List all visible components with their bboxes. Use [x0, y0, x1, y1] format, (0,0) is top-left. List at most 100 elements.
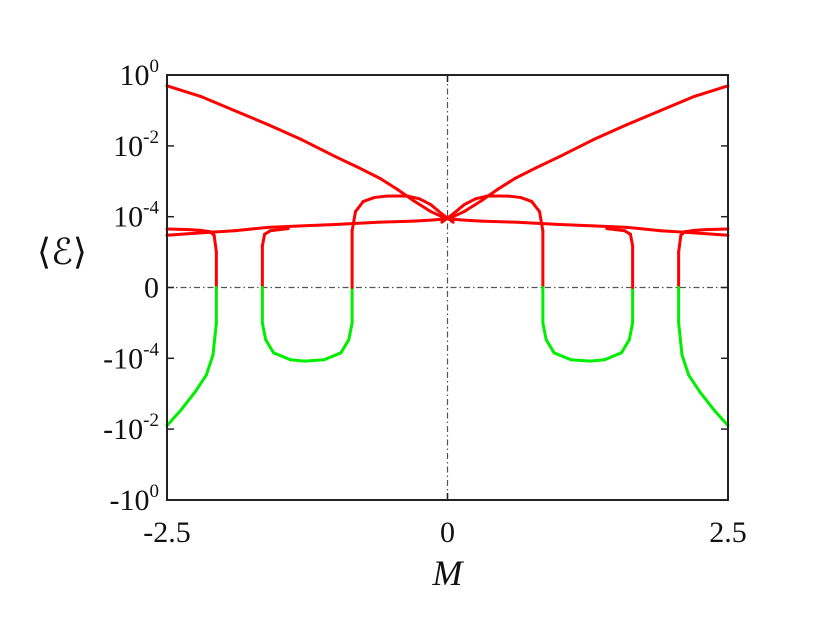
series-7-segment: [530, 199, 541, 214]
series-1-segment: [429, 217, 444, 222]
series-11-segment: [677, 321, 684, 357]
series-0-segment: [232, 109, 270, 127]
series-8-segment: [619, 338, 631, 355]
x-tick-label: 0: [440, 516, 455, 549]
series-0-segment: [165, 84, 203, 98]
series-1-segment: [496, 177, 517, 191]
y-tick-label: 100: [120, 56, 160, 92]
series-11-segment: [680, 353, 691, 377]
series-8-segment: [569, 358, 592, 363]
series-5-segment: [264, 338, 276, 355]
series-11-segment: [698, 390, 717, 413]
series-1-segment: [591, 123, 629, 142]
tick-marks: [166, 74, 729, 501]
series-0-segment: [412, 199, 433, 214]
series-1-segment: [232, 225, 270, 233]
series-1-segment: [378, 219, 416, 224]
series-5-segment: [347, 321, 354, 342]
series-2-segment: [187, 228, 203, 232]
series-8-segment: [552, 351, 573, 362]
series-1-segment: [558, 138, 595, 159]
series-1-segment: [300, 223, 337, 228]
reference-lines: [167, 75, 728, 500]
series-3-segment: [165, 409, 182, 428]
series-1-segment: [266, 224, 304, 229]
series-1-segment: [462, 199, 483, 214]
series-5-segment: [272, 351, 292, 362]
series-0-segment: [591, 224, 629, 229]
series-8-segment: [544, 338, 556, 355]
series-9-segment: [614, 228, 627, 233]
series-0-segment: [378, 177, 399, 191]
series-4-segment: [260, 232, 267, 248]
y-tick-label: -10-4: [103, 339, 159, 375]
series-3-segment: [178, 390, 197, 413]
y-axis-label: ⟨ℰ⟩: [37, 232, 87, 272]
series-10-segment: [683, 228, 696, 234]
series-3-segment: [204, 353, 215, 377]
series-1-segment: [333, 220, 382, 227]
series-7-segment: [538, 210, 545, 233]
x-tick-label: -2.5: [143, 516, 191, 549]
series-6-segment: [354, 199, 365, 214]
y-tick-label: 0: [144, 272, 159, 305]
series-0-segment: [356, 165, 382, 180]
y-tick-labels: 100 10-2 10-4 0 -10-4 -10-2 -100: [103, 56, 159, 517]
series-0-segment: [333, 155, 360, 169]
series-0-segment: [429, 210, 444, 219]
series-0-segment: [199, 94, 236, 112]
series-0-segment: [451, 217, 466, 222]
series-3-segment: [193, 373, 208, 394]
series-0-segment: [300, 138, 337, 159]
x-tick-labels: -2.5 0 2.5: [143, 516, 747, 549]
series-1-segment: [692, 84, 730, 98]
series-5-segment: [260, 321, 268, 342]
series-0-segment: [513, 220, 562, 227]
series-0-segment: [462, 218, 483, 223]
series-6-segment: [417, 197, 433, 207]
series-2-segment: [212, 233, 218, 254]
series-10-segment: [704, 227, 730, 232]
series-6-segment: [350, 210, 357, 233]
data-curves: [165, 84, 730, 428]
series-1-segment: [451, 210, 466, 219]
series-10-segment: [692, 228, 708, 232]
y-tick-label: -100: [110, 481, 160, 517]
y-tick-label: -10-2: [103, 410, 159, 446]
series-9-segment: [628, 232, 635, 248]
series-0-segment: [479, 219, 517, 224]
x-tick-label: 2.5: [709, 516, 747, 549]
series-2-segment: [199, 228, 212, 234]
series-5-segment: [339, 338, 351, 355]
series-3-segment: [211, 321, 218, 357]
series-8-segment: [588, 358, 607, 363]
series-5-segment: [288, 358, 307, 363]
series-4-segment: [268, 228, 281, 233]
series-6-segment: [406, 194, 421, 201]
series-11-segment: [687, 373, 702, 394]
series-6-segment: [429, 203, 444, 216]
series-7-segment: [507, 194, 522, 199]
series-10-segment: [677, 233, 683, 254]
series-1-segment: [513, 165, 539, 180]
y-tick-label: 10-4: [113, 198, 159, 234]
series-6-segment: [361, 195, 377, 203]
series-1-segment: [535, 155, 562, 169]
x-axis-label: M: [432, 553, 465, 593]
series-1-segment: [659, 94, 696, 112]
series-8-segment: [541, 321, 548, 342]
series-2-segment: [165, 227, 191, 232]
series-7-segment: [462, 197, 478, 207]
series-6-segment: [373, 194, 388, 199]
series-8-segment: [603, 351, 623, 362]
series-5-segment: [303, 358, 326, 363]
series-7-segment: [518, 195, 534, 203]
series-7-segment: [451, 203, 466, 216]
series-1-segment: [165, 231, 203, 237]
series-0-segment: [625, 225, 663, 233]
series-8-segment: [627, 321, 635, 342]
series-1-segment: [625, 109, 663, 127]
y-tick-label: 10-2: [113, 127, 159, 163]
series-7-segment: [440, 212, 455, 224]
